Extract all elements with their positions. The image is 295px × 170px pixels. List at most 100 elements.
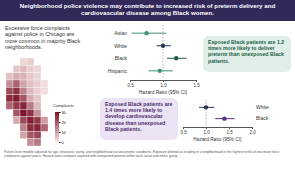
tick-mark	[196, 80, 197, 82]
legend-tick-label: 20	[62, 121, 66, 125]
point-estimate	[174, 56, 178, 60]
forest-plot: Exposed Black patients are1.4 times more…	[100, 98, 269, 142]
tick-label: 1.0	[160, 83, 167, 88]
legend-tick-mark	[59, 122, 61, 123]
map-cell	[13, 117, 20, 124]
legend-tick-mark	[59, 132, 61, 133]
x-tick: 0.5	[180, 127, 187, 135]
point-estimate	[222, 116, 226, 120]
map-cell	[6, 95, 13, 102]
map-cell	[20, 131, 27, 138]
map-cell	[13, 102, 20, 109]
map-cell	[34, 117, 41, 124]
tick-label: 0.5	[180, 130, 187, 135]
point-estimate	[204, 105, 208, 109]
x-tick: 2.0	[249, 127, 256, 135]
x-tick: 1.5	[226, 127, 233, 135]
map-cell	[34, 87, 41, 94]
category-label: Hispanic	[108, 68, 128, 74]
map-cell	[27, 117, 34, 124]
tick-mark	[252, 127, 253, 129]
map-cell	[27, 58, 34, 65]
map-cell	[20, 65, 27, 72]
legend-tick: 30	[59, 111, 66, 115]
reference-line	[206, 100, 207, 126]
map-cell	[27, 95, 34, 102]
annotation: Exposed Black patients are1.4 times more…	[105, 101, 173, 132]
x-tick: 1.0	[160, 80, 167, 88]
tick-label: 1.0	[203, 130, 210, 135]
map-cell	[41, 87, 48, 94]
x-axis: 0.5 1.0 1.5	[127, 80, 200, 88]
map-cell	[6, 102, 13, 109]
marks	[199, 100, 234, 126]
tick-label: 1.5	[193, 83, 200, 88]
legend-bar	[55, 112, 59, 142]
map-cell	[27, 131, 34, 138]
map-cell	[41, 124, 48, 131]
map-cell	[27, 109, 34, 116]
category-label: Asian	[114, 30, 127, 36]
map-cell	[20, 109, 27, 116]
map-cell	[20, 95, 27, 102]
tick-label: 0.5	[127, 83, 134, 88]
x-axis-title: Hazard Ratio (95% CI)	[139, 90, 188, 95]
map-cell	[41, 80, 48, 87]
category-label: Black	[115, 55, 128, 61]
point-estimate	[158, 69, 162, 73]
map-cell	[34, 124, 41, 131]
map-cell	[13, 73, 20, 80]
legend-tick: 0	[59, 141, 64, 145]
point-estimate	[161, 44, 165, 48]
category-label: White	[114, 43, 127, 49]
tick-mark	[183, 127, 184, 129]
map-cell	[20, 58, 27, 65]
x-axis-title: Hazard Ratio (95% CI)	[193, 137, 242, 142]
category-label: Black	[256, 115, 269, 121]
x-tick: 0.5	[127, 80, 134, 88]
map-cell	[27, 80, 34, 87]
map-cell	[13, 109, 20, 116]
map-cell	[20, 80, 27, 87]
map-cell	[34, 131, 41, 138]
marks	[131, 25, 186, 79]
confidence-interval	[131, 33, 166, 34]
footnote: Patient-level models adjusted for age, i…	[4, 150, 280, 158]
map-cell	[27, 139, 34, 146]
map-cell	[34, 80, 41, 87]
map-cell	[6, 87, 13, 94]
map-cell	[20, 73, 27, 80]
map-cell	[13, 80, 20, 87]
axis-line	[184, 127, 253, 128]
point-estimate	[144, 31, 148, 35]
tick-label: 1.5	[226, 130, 233, 135]
legend-tick-label: 0	[62, 141, 64, 145]
annotation: Exposed Black patients are 1.2times more…	[208, 39, 284, 64]
infographic: Neighborhood police violence may contrib…	[0, 0, 295, 170]
map-cell	[34, 102, 41, 109]
legend-tick: 10	[59, 131, 66, 135]
annotation-box	[100, 98, 178, 140]
map-cell	[34, 95, 41, 102]
title: Neighborhood police violence may contrib…	[20, 2, 276, 16]
map	[6, 58, 48, 146]
map-cell	[34, 73, 41, 80]
map-cell	[34, 109, 41, 116]
x-tick: 1.5	[193, 80, 200, 88]
tick-mark	[130, 80, 131, 82]
x-axis: 0.5 1.0 1.5 2.0	[180, 127, 256, 135]
legend-tick-mark	[59, 142, 61, 143]
tick-mark	[229, 127, 230, 129]
legend-title: Complaints	[53, 103, 74, 108]
map-cell	[20, 117, 27, 124]
forest-plot: Exposed Black patients are 1.2times more…	[108, 25, 291, 95]
axis-line	[131, 80, 197, 81]
map-cell	[20, 124, 27, 131]
tick-mark	[206, 127, 207, 129]
map-cell	[20, 87, 27, 94]
legend-tick-label: 30	[62, 111, 66, 115]
map-cell	[27, 124, 34, 131]
map-cell	[27, 73, 34, 80]
map-cell	[6, 73, 13, 80]
header-band	[0, 0, 295, 21]
